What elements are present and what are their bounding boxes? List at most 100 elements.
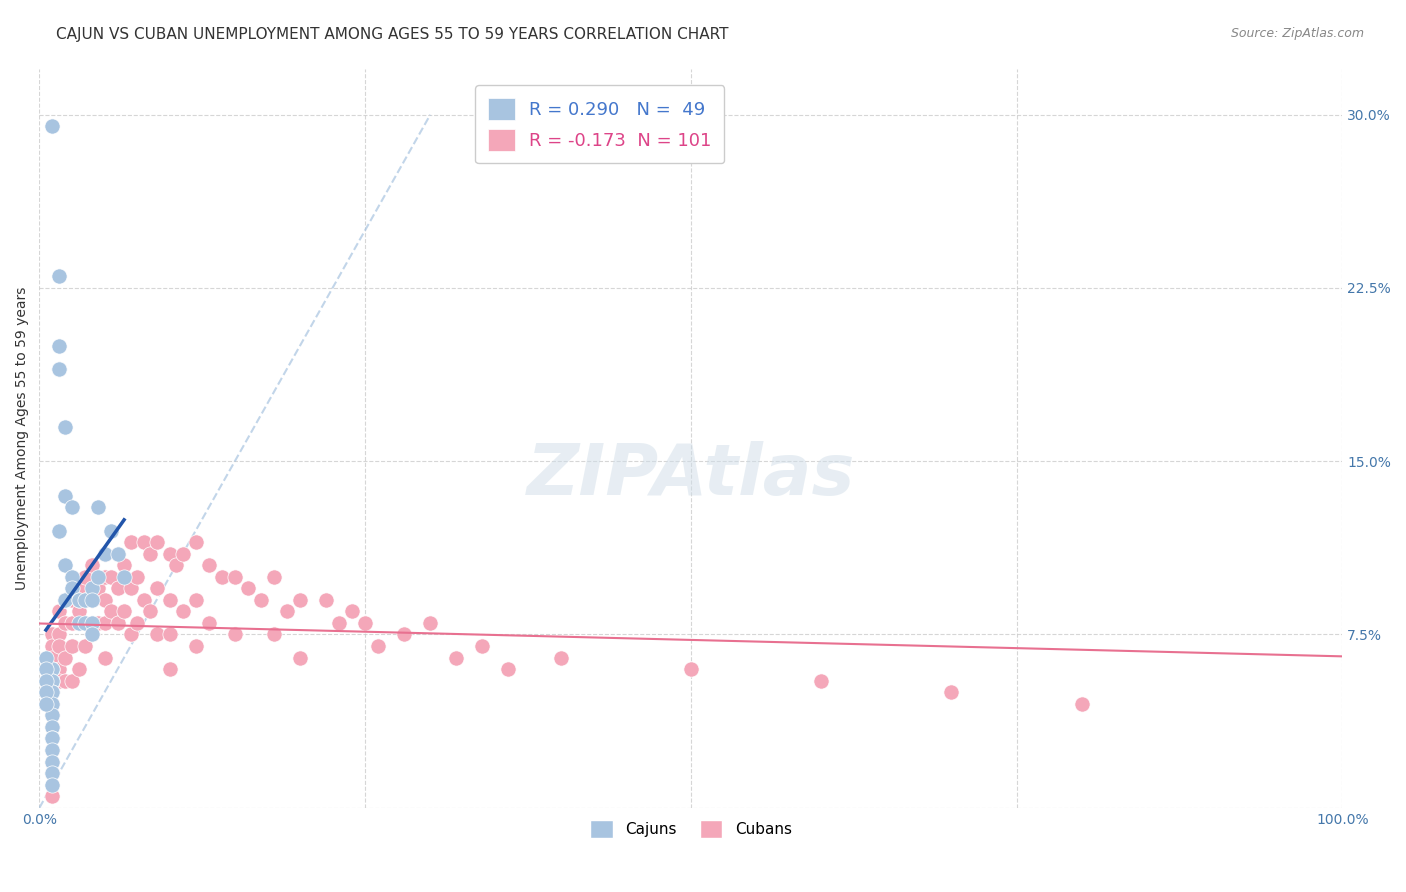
Point bbox=[80, 592, 103, 607]
Point bbox=[211, 570, 233, 584]
Point bbox=[35, 697, 58, 711]
Point bbox=[93, 650, 115, 665]
Point bbox=[55, 615, 77, 630]
Point bbox=[165, 558, 187, 573]
Point bbox=[55, 489, 77, 503]
Point bbox=[810, 673, 832, 688]
Point bbox=[41, 673, 63, 688]
Point bbox=[236, 582, 259, 596]
Point bbox=[159, 592, 181, 607]
Point bbox=[41, 708, 63, 723]
Point bbox=[48, 639, 70, 653]
Point bbox=[120, 535, 142, 549]
Point bbox=[80, 582, 103, 596]
Point bbox=[87, 582, 110, 596]
Point bbox=[41, 789, 63, 804]
Point bbox=[48, 339, 70, 353]
Point bbox=[48, 673, 70, 688]
Point bbox=[112, 558, 135, 573]
Point bbox=[60, 592, 83, 607]
Point bbox=[80, 615, 103, 630]
Point bbox=[184, 535, 207, 549]
Point bbox=[55, 592, 77, 607]
Point bbox=[60, 673, 83, 688]
Point bbox=[197, 558, 219, 573]
Point bbox=[41, 778, 63, 792]
Point bbox=[35, 662, 58, 676]
Point bbox=[354, 615, 377, 630]
Point bbox=[60, 639, 83, 653]
Point bbox=[41, 755, 63, 769]
Point bbox=[41, 708, 63, 723]
Point bbox=[941, 685, 963, 699]
Point bbox=[107, 547, 129, 561]
Point bbox=[60, 582, 83, 596]
Point bbox=[41, 662, 63, 676]
Point bbox=[139, 604, 162, 618]
Point bbox=[80, 627, 103, 641]
Point bbox=[276, 604, 298, 618]
Point bbox=[48, 627, 70, 641]
Point bbox=[93, 547, 115, 561]
Point bbox=[35, 673, 58, 688]
Point bbox=[100, 524, 122, 538]
Point bbox=[145, 627, 167, 641]
Point bbox=[87, 570, 110, 584]
Point bbox=[41, 662, 63, 676]
Point bbox=[159, 662, 181, 676]
Point bbox=[498, 662, 520, 676]
Point bbox=[139, 547, 162, 561]
Point bbox=[41, 120, 63, 134]
Point bbox=[263, 570, 285, 584]
Point bbox=[41, 685, 63, 699]
Point bbox=[35, 685, 58, 699]
Point bbox=[93, 615, 115, 630]
Point bbox=[73, 592, 96, 607]
Point bbox=[48, 604, 70, 618]
Point bbox=[73, 615, 96, 630]
Point bbox=[41, 673, 63, 688]
Point bbox=[172, 547, 194, 561]
Point bbox=[328, 615, 350, 630]
Point bbox=[55, 419, 77, 434]
Point bbox=[446, 650, 468, 665]
Point bbox=[112, 604, 135, 618]
Point bbox=[87, 500, 110, 515]
Point bbox=[41, 673, 63, 688]
Point bbox=[67, 604, 90, 618]
Point bbox=[87, 615, 110, 630]
Point bbox=[145, 582, 167, 596]
Point bbox=[93, 570, 115, 584]
Point bbox=[471, 639, 494, 653]
Point bbox=[41, 731, 63, 746]
Point bbox=[224, 627, 246, 641]
Point bbox=[35, 650, 58, 665]
Point bbox=[340, 604, 363, 618]
Point bbox=[60, 570, 83, 584]
Point bbox=[67, 662, 90, 676]
Point bbox=[392, 627, 415, 641]
Point bbox=[120, 627, 142, 641]
Point bbox=[127, 570, 149, 584]
Point bbox=[48, 662, 70, 676]
Point bbox=[288, 592, 311, 607]
Point bbox=[107, 547, 129, 561]
Point bbox=[184, 592, 207, 607]
Text: Source: ZipAtlas.com: Source: ZipAtlas.com bbox=[1230, 27, 1364, 40]
Point bbox=[184, 639, 207, 653]
Point bbox=[67, 582, 90, 596]
Point bbox=[55, 650, 77, 665]
Point bbox=[41, 697, 63, 711]
Point bbox=[41, 650, 63, 665]
Text: CAJUN VS CUBAN UNEMPLOYMENT AMONG AGES 55 TO 59 YEARS CORRELATION CHART: CAJUN VS CUBAN UNEMPLOYMENT AMONG AGES 5… bbox=[56, 27, 728, 42]
Point bbox=[197, 615, 219, 630]
Y-axis label: Unemployment Among Ages 55 to 59 years: Unemployment Among Ages 55 to 59 years bbox=[15, 286, 30, 590]
Point bbox=[80, 627, 103, 641]
Point bbox=[100, 570, 122, 584]
Point bbox=[263, 627, 285, 641]
Legend: Cajuns, Cubans: Cajuns, Cubans bbox=[583, 814, 797, 845]
Point bbox=[41, 627, 63, 641]
Point bbox=[48, 361, 70, 376]
Point bbox=[93, 547, 115, 561]
Point bbox=[41, 627, 63, 641]
